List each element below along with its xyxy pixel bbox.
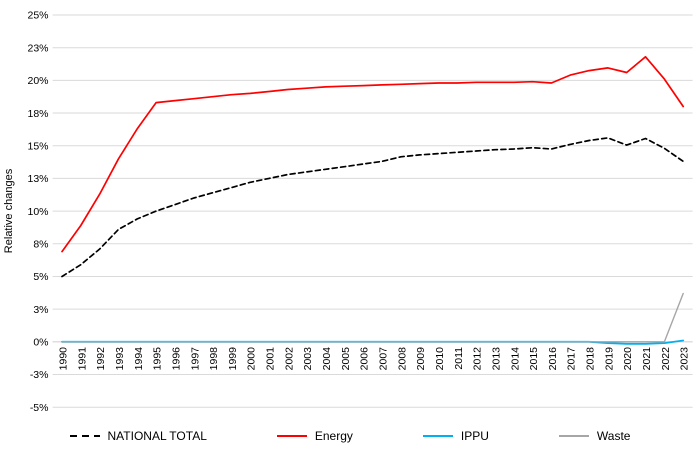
y-axis-title: Relative changes	[3, 168, 15, 253]
y-tick-label: 5%	[33, 271, 48, 283]
x-tick-label: 2010	[434, 347, 446, 371]
x-tick-label: 2017	[566, 347, 578, 371]
y-tick-label: 8%	[33, 239, 48, 251]
y-tick-label: 20%	[27, 75, 48, 87]
y-tick-label: 13%	[27, 173, 48, 185]
y-tick-label: 0%	[33, 337, 48, 349]
x-tick-label: 1996	[171, 347, 183, 371]
x-tick-label: 2003	[302, 347, 314, 371]
x-tick-label: 2014	[509, 347, 521, 371]
legend-item-energy: Energy	[276, 429, 353, 443]
x-tick-label: 2008	[396, 347, 408, 371]
legend-label-ippu: IPPU	[460, 429, 489, 443]
legend-item-national-total: NATIONAL TOTAL	[69, 429, 207, 443]
x-tick-label: 1998	[208, 347, 220, 371]
x-tick-label: 2018	[585, 347, 597, 371]
legend-label-waste: Waste	[596, 429, 631, 443]
y-axis-tick-labels: 25% 23% 20% 18% 15% 13% 10% 8% 5% 3% 0% -3% -5%	[27, 10, 48, 414]
x-tick-label: 2015	[528, 347, 540, 371]
waste-line	[61, 292, 684, 343]
x-tick-label: 2002	[283, 347, 295, 371]
x-tick-label: 2023	[679, 347, 691, 371]
x-tick-label: 2022	[660, 347, 672, 371]
x-tick-label: 2009	[415, 347, 427, 371]
x-tick-label: 2021	[641, 347, 653, 371]
x-tick-label: 2006	[359, 347, 371, 371]
x-tick-label: 2005	[340, 347, 352, 371]
national-total-line-swatch	[69, 435, 100, 437]
ippu-line-swatch	[422, 435, 453, 437]
x-tick-label: 2007	[378, 347, 390, 371]
legend-label-energy: Energy	[314, 429, 353, 443]
y-tick-label: 3%	[33, 304, 48, 316]
y-tick-label: 25%	[27, 10, 48, 22]
x-tick-label: 2013	[491, 347, 503, 371]
energy-line-swatch	[276, 435, 307, 437]
x-tick-label: 1993	[114, 347, 126, 371]
x-tick-label: 1992	[95, 347, 107, 371]
chart-legend: NATIONAL TOTAL Energy IPPU Waste	[0, 429, 700, 443]
gridlines	[52, 14, 693, 408]
x-axis-tick-labels: 1990 1991 1992 1993 1994 1995 1996 1997 1998 1999…	[58, 347, 691, 371]
waste-line-swatch	[558, 435, 589, 437]
x-tick-label: 1990	[58, 347, 70, 371]
x-tick-label: 1999	[227, 347, 239, 371]
y-tick-label: 18%	[27, 108, 48, 120]
y-tick-label: -3%	[30, 369, 49, 381]
x-tick-label: 2001	[265, 347, 277, 371]
x-tick-label: 2012	[472, 347, 484, 371]
legend-label-national-total: NATIONAL TOTAL	[107, 429, 207, 443]
legend-item-waste: Waste	[558, 429, 631, 443]
x-tick-label: 1991	[76, 347, 88, 371]
energy-line	[61, 55, 685, 253]
y-tick-label: -5%	[30, 402, 49, 414]
x-tick-label: 2011	[453, 347, 465, 370]
legend-item-ippu: IPPU	[422, 429, 489, 443]
x-tick-label: 1994	[133, 347, 145, 371]
x-tick-label: 2020	[622, 347, 634, 371]
x-tick-label: 1995	[152, 347, 164, 371]
y-tick-label: 10%	[27, 206, 48, 218]
x-tick-label: 1997	[189, 347, 201, 371]
y-tick-label: 15%	[27, 140, 48, 152]
national-total-line	[61, 137, 685, 278]
y-tick-label: 23%	[27, 42, 48, 54]
x-tick-label: 2004	[321, 347, 333, 371]
x-tick-label: 2016	[547, 347, 559, 371]
x-tick-label: 2019	[603, 347, 615, 371]
chart-canvas: 25%23%20%18%15%13%10%8%5%3%0%-3%-5%1990 1…	[3, 10, 693, 414]
x-tick-label: 2000	[246, 347, 258, 371]
